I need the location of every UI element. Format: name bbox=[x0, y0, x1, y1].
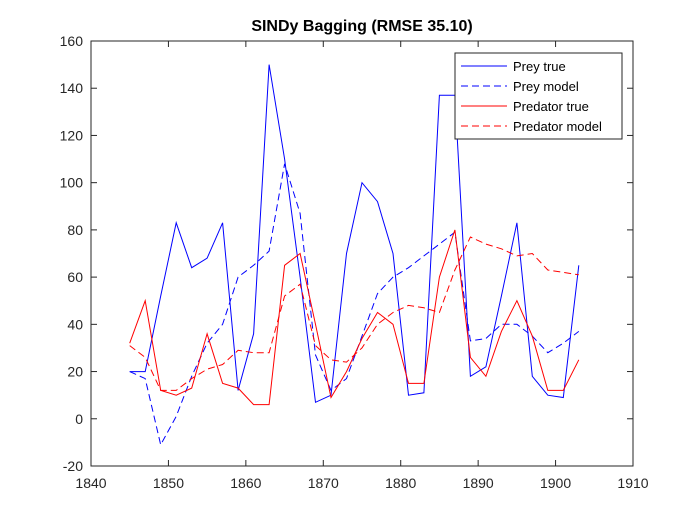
x-tick-label: 1910 bbox=[617, 475, 648, 491]
legend-label-4: Predator model bbox=[513, 119, 602, 134]
x-tick-label: 1870 bbox=[308, 475, 339, 491]
y-tick-label: 60 bbox=[67, 269, 83, 285]
y-tick-label: 140 bbox=[60, 80, 84, 96]
x-tick-label: 1900 bbox=[540, 475, 571, 491]
x-tick-label: 1850 bbox=[153, 475, 184, 491]
axes-layer: 1840 1850 1860 1870 1880 1890 1900 1910 -20 0 20 40… bbox=[60, 33, 649, 491]
y-tick-label: 80 bbox=[67, 222, 83, 238]
y-tick-label: 40 bbox=[67, 316, 83, 332]
series-line-2 bbox=[129, 163, 580, 447]
y-tick-label: 160 bbox=[60, 33, 84, 49]
legend-label-3: Predator true bbox=[513, 99, 589, 114]
y-tick-label: 100 bbox=[60, 175, 84, 191]
legend-label-1: Prey true bbox=[513, 59, 566, 74]
legend: Prey true Prey model Predator true Predator… bbox=[454, 52, 623, 140]
y-tick-label: 20 bbox=[67, 364, 83, 380]
x-tick-label: 1840 bbox=[75, 475, 106, 491]
series-line-4 bbox=[129, 236, 579, 391]
x-tick-label: 1890 bbox=[463, 475, 494, 491]
series-line-1 bbox=[129, 64, 580, 404]
x-tick-label: 1860 bbox=[230, 475, 261, 491]
x-tick-label: 1880 bbox=[385, 475, 416, 491]
legend-label-2: Prey model bbox=[513, 79, 579, 94]
y-tick-label: 0 bbox=[75, 411, 83, 427]
y-tick-label: -20 bbox=[63, 458, 83, 474]
axes-box bbox=[90, 40, 634, 467]
series-layer bbox=[129, 64, 580, 447]
chart-title: SINDy Bagging (RMSE 35.10) bbox=[251, 18, 472, 35]
y-tick-label: 120 bbox=[60, 127, 84, 143]
legend-box bbox=[454, 52, 623, 140]
